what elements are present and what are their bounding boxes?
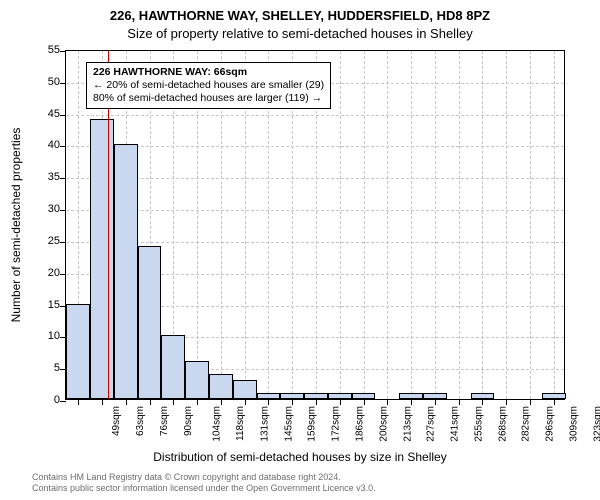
histogram-bar	[471, 393, 495, 399]
x-tick-label: 76sqm	[159, 406, 170, 436]
footnote: Contains HM Land Registry data © Crown c…	[32, 472, 376, 494]
title-subtitle: Size of property relative to semi-detach…	[0, 26, 600, 41]
y-tick-label: 55	[48, 44, 60, 56]
x-tick-label: 172sqm	[331, 406, 342, 442]
histogram-bar	[114, 144, 138, 399]
footnote-line-2: Contains public sector information licen…	[32, 483, 376, 494]
x-tick-label: 323sqm	[592, 406, 600, 442]
x-tick-label: 255sqm	[474, 406, 485, 442]
histogram-bar	[423, 393, 447, 399]
histogram-bar	[90, 119, 114, 399]
y-axis-tick-labels: 0510152025303540455055	[0, 50, 60, 400]
histogram-bar	[138, 246, 162, 399]
annotation-line-1: ← 20% of semi-detached houses are smalle…	[93, 79, 324, 92]
title-address: 226, HAWTHORNE WAY, SHELLEY, HUDDERSFIEL…	[0, 8, 600, 23]
x-tick-label: 241sqm	[450, 406, 461, 442]
annotation-line-2: 80% of semi-detached houses are larger (…	[93, 92, 324, 105]
x-tick-label: 227sqm	[426, 406, 437, 442]
histogram-bar	[280, 393, 304, 399]
figure: 226, HAWTHORNE WAY, SHELLEY, HUDDERSFIEL…	[0, 0, 600, 500]
x-tick-label: 296sqm	[545, 406, 556, 442]
y-tick-label: 35	[48, 171, 60, 183]
plot-area: 226 HAWTHORNE WAY: 66sqm← 20% of semi-de…	[65, 50, 565, 400]
histogram-bar	[233, 380, 257, 399]
annotation-box: 226 HAWTHORNE WAY: 66sqm← 20% of semi-de…	[86, 62, 331, 109]
histogram-bar	[257, 393, 281, 399]
histogram-bar	[185, 361, 209, 399]
x-axis-title: Distribution of semi-detached houses by …	[0, 450, 600, 464]
y-tick-label: 20	[48, 267, 60, 279]
x-tick-label: 90sqm	[183, 406, 194, 436]
histogram-bar	[161, 335, 185, 399]
y-tick-label: 45	[48, 108, 60, 120]
x-tick-label: 213sqm	[402, 406, 413, 442]
x-tick-label: 104sqm	[212, 406, 223, 442]
histogram-bar	[304, 393, 328, 399]
histogram-bar	[66, 304, 90, 399]
y-tick-label: 0	[54, 394, 60, 406]
histogram-bar	[542, 393, 566, 399]
x-tick-label: 268sqm	[497, 406, 508, 442]
x-tick-label: 131sqm	[259, 406, 270, 442]
annotation-header: 226 HAWTHORNE WAY: 66sqm	[93, 66, 324, 79]
x-tick-label: 186sqm	[355, 406, 366, 442]
x-tick-label: 282sqm	[521, 406, 532, 442]
y-tick-label: 25	[48, 235, 60, 247]
x-tick-label: 118sqm	[235, 406, 246, 441]
x-tick-label: 159sqm	[307, 406, 318, 442]
y-tick-label: 30	[48, 203, 60, 215]
x-tick-label: 200sqm	[378, 406, 389, 442]
x-tick-label: 63sqm	[135, 406, 146, 436]
footnote-line-1: Contains HM Land Registry data © Crown c…	[32, 472, 376, 483]
histogram-bar	[328, 393, 352, 399]
histogram-bar	[352, 393, 376, 399]
y-tick-label: 10	[48, 330, 60, 342]
histogram-bar	[209, 374, 233, 399]
y-tick-label: 15	[48, 299, 60, 311]
x-tick-label: 145sqm	[283, 406, 294, 442]
y-tick-label: 5	[54, 362, 60, 374]
histogram-bar	[399, 393, 423, 399]
x-tick-label: 309sqm	[569, 406, 580, 442]
y-tick-label: 50	[48, 76, 60, 88]
x-axis-tick-labels: 49sqm 63sqm 76sqm 90sqm 104sqm 118sqm 131sqm 14…	[65, 402, 565, 452]
x-tick-label: 49sqm	[111, 406, 122, 436]
y-tick-label: 40	[48, 139, 60, 151]
